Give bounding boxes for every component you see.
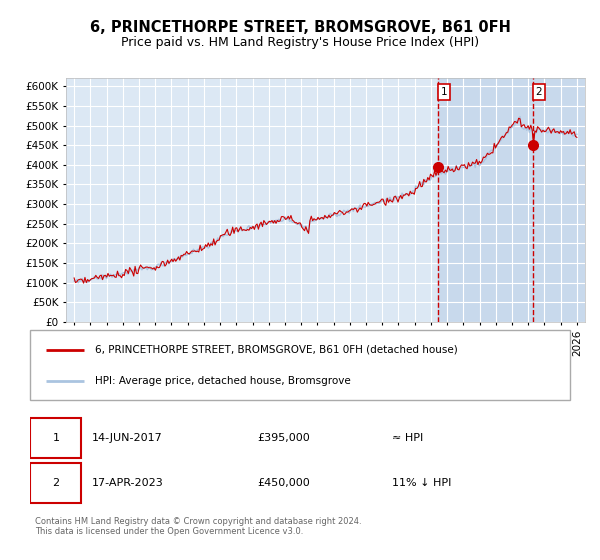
FancyBboxPatch shape [30, 330, 570, 400]
Text: £395,000: £395,000 [257, 433, 310, 444]
FancyBboxPatch shape [30, 418, 82, 458]
Text: 11% ↓ HPI: 11% ↓ HPI [392, 478, 451, 488]
Text: 2: 2 [535, 87, 542, 97]
Text: 6, PRINCETHORPE STREET, BROMSGROVE, B61 0FH (detached house): 6, PRINCETHORPE STREET, BROMSGROVE, B61 … [95, 345, 458, 355]
Text: 1: 1 [441, 87, 448, 97]
Text: HPI: Average price, detached house, Bromsgrove: HPI: Average price, detached house, Brom… [95, 376, 350, 386]
Text: 6, PRINCETHORPE STREET, BROMSGROVE, B61 0FH: 6, PRINCETHORPE STREET, BROMSGROVE, B61 … [89, 20, 511, 35]
Text: 14-JUN-2017: 14-JUN-2017 [92, 433, 163, 444]
Bar [439, 78, 533, 322]
Text: ≈ HPI: ≈ HPI [392, 433, 423, 444]
Bar [533, 78, 585, 322]
Text: £450,000: £450,000 [257, 478, 310, 488]
Text: Price paid vs. HM Land Registry's House Price Index (HPI): Price paid vs. HM Land Registry's House … [121, 36, 479, 49]
Text: 2: 2 [52, 478, 59, 488]
Text: 1: 1 [52, 433, 59, 444]
FancyBboxPatch shape [30, 463, 82, 503]
Text: Contains HM Land Registry data © Crown copyright and database right 2024.
This d: Contains HM Land Registry data © Crown c… [35, 517, 362, 536]
Text: 17-APR-2023: 17-APR-2023 [92, 478, 164, 488]
